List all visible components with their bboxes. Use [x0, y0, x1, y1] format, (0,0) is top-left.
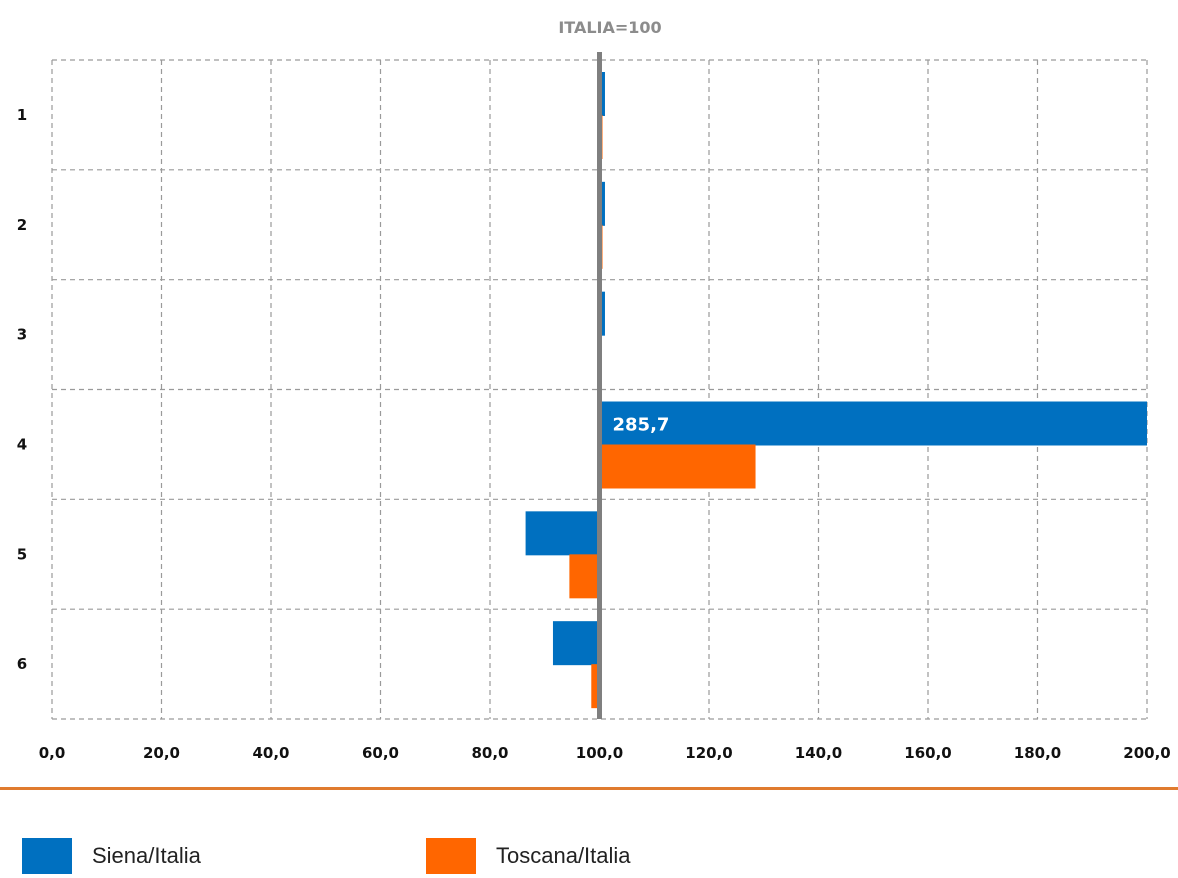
- bar-siena-1: [599, 72, 605, 116]
- x-tick-label: 200,0: [1123, 744, 1170, 762]
- x-tick-label: 0,0: [39, 744, 66, 762]
- x-tick-label: 20,0: [143, 744, 180, 762]
- category-label-6: 6: [17, 655, 27, 673]
- x-tick-label: 140,0: [795, 744, 842, 762]
- bar-toscana-4: [599, 444, 756, 489]
- data-label-4: 285,7: [613, 415, 670, 436]
- data-labels: 285,7: [613, 415, 670, 436]
- bar-siena-4: [599, 401, 1147, 446]
- legend-swatch-toscana: [426, 838, 476, 874]
- x-tick-label: 60,0: [362, 744, 399, 762]
- legend: Siena/Italia Toscana/Italia: [0, 838, 1178, 878]
- legend-label-siena: Siena/Italia: [92, 843, 201, 868]
- bar-toscana-6: [591, 664, 600, 709]
- legend-item-siena: Siena/Italia: [22, 838, 201, 874]
- bar-siena-6: [552, 621, 600, 666]
- bar-toscana-5: [569, 554, 600, 599]
- bar-chart: ITALIA=100 1 2 3 4 5 6 0,0 20,0 40,0 60,0 80,0 100…: [17, 18, 1171, 762]
- x-tick-label: 40,0: [252, 744, 289, 762]
- legend-label-toscana: Toscana/Italia: [496, 843, 631, 868]
- divider-line: [0, 787, 1178, 790]
- x-axis-tick-labels: 0,0 20,0 40,0 60,0 80,0 100,0 120,0 140,0 160,0 1…: [39, 744, 1171, 762]
- x-tick-label: 120,0: [685, 744, 732, 762]
- bar-siena-2: [599, 181, 605, 226]
- bars: [525, 72, 1147, 709]
- chart-title: ITALIA=100: [558, 18, 661, 37]
- x-tick-label: 160,0: [904, 744, 951, 762]
- category-label-4: 4: [17, 435, 27, 453]
- bar-siena-5: [525, 511, 600, 556]
- category-label-1: 1: [17, 106, 27, 124]
- category-label-5: 5: [17, 545, 27, 563]
- legend-item-toscana: Toscana/Italia: [426, 838, 631, 874]
- grid: [51, 59, 1148, 720]
- category-label-2: 2: [17, 216, 27, 234]
- bar-siena-3: [599, 291, 605, 336]
- category-label-3: 3: [17, 326, 27, 344]
- x-tick-label: 180,0: [1014, 744, 1061, 762]
- x-tick-label: 80,0: [471, 744, 508, 762]
- x-tick-label: 100,0: [576, 744, 623, 762]
- legend-swatch-siena: [22, 838, 72, 874]
- category-labels: 1 2 3 4 5 6: [17, 106, 27, 673]
